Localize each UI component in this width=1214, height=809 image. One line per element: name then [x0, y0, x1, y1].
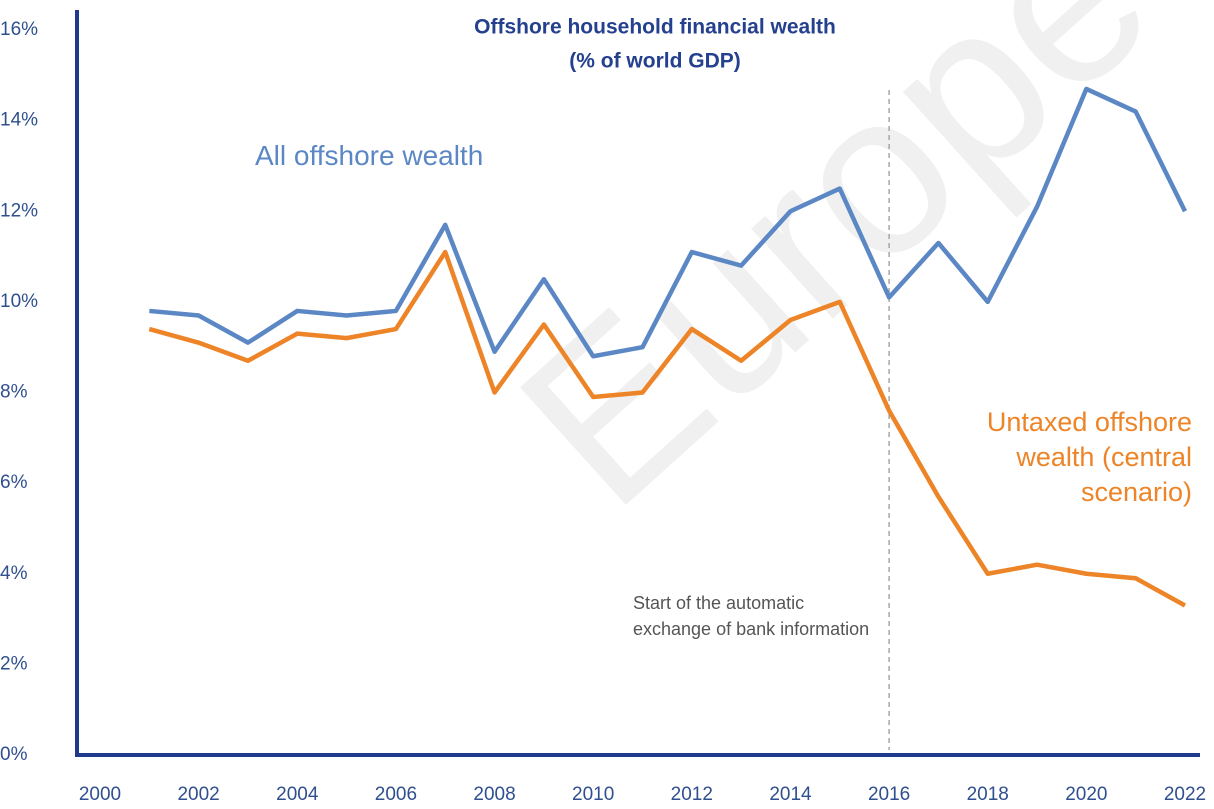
x-tick-label: 2012: [671, 784, 713, 805]
series-line: [148, 249, 1187, 608]
y-tick-label: 2%: [0, 653, 28, 674]
x-tick-label: 2002: [177, 784, 219, 805]
x-tick-label: 2008: [473, 784, 515, 805]
chart-subtitle: (% of world GDP): [569, 50, 741, 73]
y-tick-label: 8%: [0, 382, 28, 403]
x-tick-label: 2004: [276, 784, 319, 805]
y-tick-label: 12%: [0, 200, 38, 221]
y-tick-label: 14%: [0, 110, 38, 131]
y-tick-label: 6%: [0, 472, 28, 493]
x-tick-label: 2018: [967, 784, 1009, 805]
y-tick-label: 16%: [0, 19, 38, 40]
series-label: All offshore wealth: [255, 140, 484, 171]
series-line: [149, 86, 1188, 359]
y-tick-label: 10%: [0, 291, 38, 312]
x-tick-label: 2010: [572, 784, 614, 805]
x-tick-label: 2014: [769, 784, 812, 805]
x-tick-label: 2020: [1065, 784, 1107, 805]
annotation: Start of the automatic exchange of bank …: [633, 593, 870, 639]
y-tick-label: 0%: [0, 744, 28, 765]
y-tick-label: 4%: [0, 563, 28, 584]
x-tick-label: 2006: [375, 784, 417, 805]
x-tick-label: 2016: [868, 784, 910, 805]
chart-title: Offshore household financial wealth: [474, 16, 836, 39]
x-tick-label: 2022: [1164, 784, 1206, 805]
series-label: Untaxed offshore wealth (central scenari…: [986, 407, 1192, 507]
x-tick-label: 2000: [79, 784, 121, 805]
